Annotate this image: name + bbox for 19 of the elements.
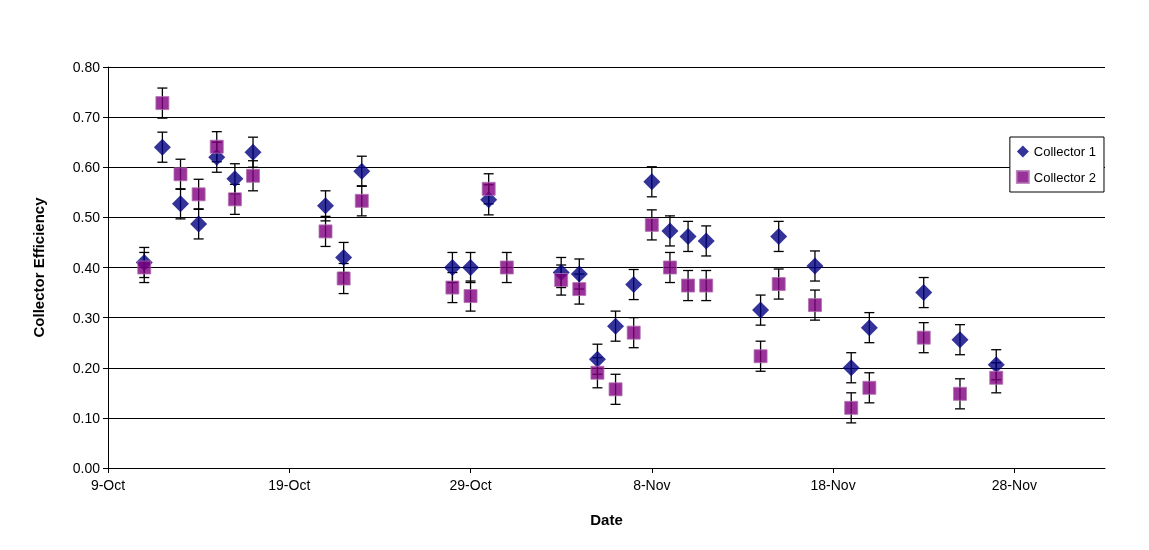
y-axis-title: Collector Efficiency	[30, 196, 47, 338]
y-tick-label: 0.00	[72, 460, 101, 476]
y-tick-label: 0.60	[72, 159, 101, 176]
x-tick-label: 28-Nov	[991, 477, 1037, 493]
x-axis-title: Date	[590, 511, 623, 528]
y-tick-label: 0.80	[72, 59, 101, 75]
x-tick-label: 8-Nov	[633, 477, 671, 493]
x-tick-label: 9-Oct	[90, 477, 126, 493]
legend-label: Collector 2	[1033, 169, 1096, 185]
y-tick-label: 0.40	[72, 259, 101, 276]
y-tick-label: 0.20	[72, 359, 101, 376]
x-tick-label: 19-Oct	[268, 477, 311, 493]
x-tick-label: 29-Oct	[449, 477, 492, 493]
y-tick-label: 0.70	[72, 109, 101, 126]
y-tick-label: 0.30	[72, 309, 101, 326]
legend-label: Collector 1	[1033, 144, 1096, 159]
y-tick-label: 0.50	[72, 209, 101, 226]
y-tick-label: 0.10	[72, 409, 101, 426]
x-tick-label: 18-Nov	[810, 477, 856, 493]
